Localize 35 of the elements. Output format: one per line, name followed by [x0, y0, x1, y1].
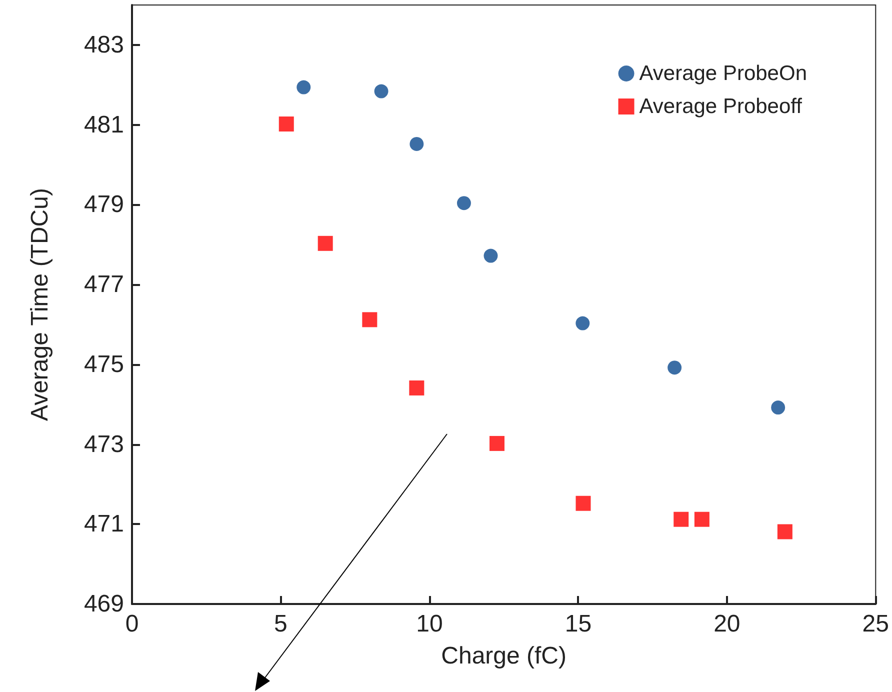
y-tick-label: 477 [84, 271, 124, 298]
y-tick-label: 481 [84, 111, 124, 138]
y-tick-label: 471 [84, 510, 124, 538]
y-axis-title: Average Time (TDCu) [26, 188, 54, 421]
point [489, 436, 504, 451]
x-tick-label: 10 [416, 610, 443, 638]
point [456, 196, 471, 210]
x-tick-label: 25 [862, 610, 890, 638]
legend-label: Average Probeoff [639, 95, 802, 118]
y-tick-label: 483 [84, 31, 124, 58]
legend-label: Average ProbeOn [639, 62, 808, 85]
y-tick-label: 479 [84, 191, 124, 218]
point [362, 312, 378, 328]
point [318, 236, 333, 251]
point [484, 248, 498, 263]
point [576, 316, 590, 330]
point [296, 80, 311, 94]
point [668, 360, 682, 375]
point [674, 512, 689, 527]
x-axis-title: Charge (fC) [441, 642, 567, 670]
point [576, 496, 591, 511]
point [374, 84, 388, 98]
x-tick-label: 20 [714, 610, 740, 638]
y-tick-label: 475 [84, 350, 124, 378]
x-tick-label: 5 [274, 610, 288, 638]
point [410, 136, 424, 151]
point [278, 116, 294, 132]
point [694, 512, 710, 527]
x-tick-label: 0 [125, 610, 139, 638]
point [409, 380, 424, 396]
x-tick-label: 15 [564, 610, 592, 638]
point [771, 400, 786, 415]
y-tick-label: 469 [84, 590, 124, 618]
point [777, 524, 792, 540]
y-tick-label: 473 [84, 430, 124, 458]
